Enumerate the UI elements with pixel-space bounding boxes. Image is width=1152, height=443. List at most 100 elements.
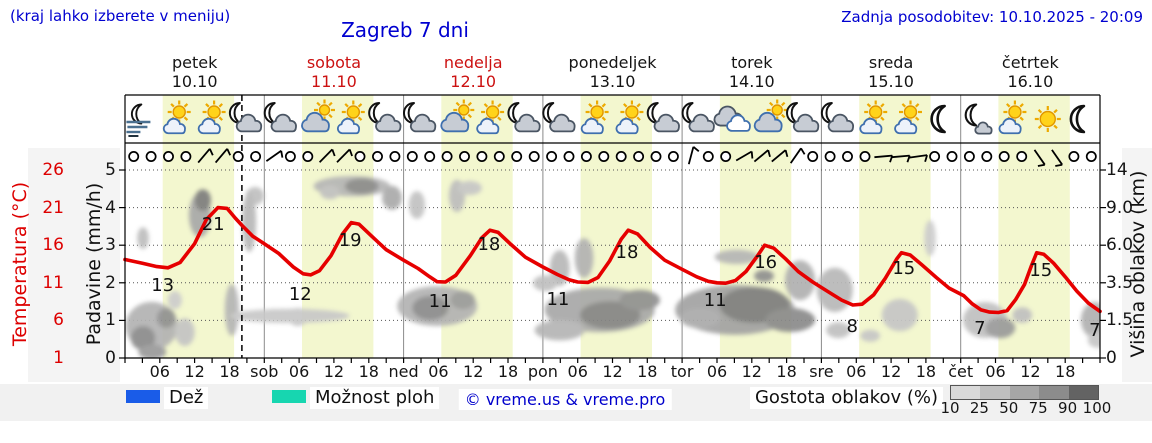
wind-calm-icon: [163, 151, 174, 162]
wind-calm-icon: [859, 151, 871, 162]
wind-calm-icon: [511, 151, 523, 162]
moon-icon: [930, 104, 946, 134]
sun-cloud-icon: [998, 100, 1027, 135]
showers-legend-label: Možnost ploh: [310, 387, 440, 409]
wind-barbs-row: [128, 146, 1097, 167]
density-tick: 10: [940, 399, 960, 417]
moon-cloud-icon: [228, 102, 263, 133]
cloud-density-gradient: [950, 385, 1099, 400]
day-date: 13.10: [589, 72, 636, 91]
wind-calm-icon: [1068, 151, 1080, 162]
gridlines: [125, 169, 1100, 321]
wind-barb-icon: [336, 148, 353, 163]
wind-barb-icon: [265, 150, 284, 162]
moon-cloud-icon: [786, 102, 820, 133]
wind-calm-icon: [302, 151, 314, 162]
sun-cloud-icon: [615, 100, 644, 135]
plot-frame: [119, 94, 1106, 363]
temperature-curve: [123, 205, 1102, 315]
moon-cloud-icon: [646, 102, 680, 133]
day-name: sreda: [868, 53, 914, 72]
density-gradient-segment: [951, 386, 981, 399]
cloud-height-tick: 0: [1106, 348, 1117, 368]
wind-calm-icon: [633, 151, 645, 162]
svg-text:12: 12: [289, 284, 312, 305]
svg-text:18: 18: [477, 234, 500, 255]
moon-cloud-icon: [263, 102, 297, 133]
temp-tick: 26: [42, 160, 64, 180]
wind-barb-icon: [318, 148, 336, 163]
day-date: 16.10: [1007, 72, 1054, 91]
day-date: 11.10: [311, 72, 357, 91]
wind-barb-icon: [197, 148, 214, 164]
svg-text:7: 7: [1089, 320, 1100, 341]
temp-tick: 1: [53, 348, 64, 368]
day-name: sobota: [306, 53, 361, 72]
cloud-icon: [713, 105, 751, 132]
wind-calm-icon: [580, 151, 592, 162]
svg-text:11: 11: [546, 289, 569, 310]
density-tick: 50: [999, 399, 1019, 417]
day-date: 14.10: [728, 72, 775, 91]
x-hour-label: 12: [1020, 362, 1041, 381]
wind-calm-icon: [842, 151, 853, 162]
wind-calm-icon: [615, 151, 627, 162]
weather-icons-row: [126, 99, 1086, 137]
wind-calm-icon: [406, 151, 418, 162]
wind-barb-icon: [753, 149, 771, 163]
wind-calm-icon: [702, 151, 714, 162]
precip-tick: 0: [105, 348, 116, 368]
wind-calm-icon: [1016, 151, 1028, 162]
svg-text:11: 11: [429, 291, 452, 312]
wind-barb-icon: [735, 150, 754, 162]
x-hour-label: 12: [602, 362, 623, 381]
density-tick: 75: [1028, 399, 1048, 417]
x-day-label: pon: [527, 362, 558, 381]
density-gradient-segment: [980, 386, 1010, 399]
precip-tick: 3: [105, 235, 116, 256]
wind-calm-icon: [180, 151, 192, 162]
moon-icon: [1069, 104, 1086, 134]
left-margin-panel: [28, 148, 120, 382]
density-gradient-segment: [1009, 386, 1040, 399]
wind-calm-icon: [476, 151, 488, 162]
density-tick: 90: [1058, 399, 1078, 417]
wind-barb-icon: [687, 146, 700, 165]
wind-calm-icon: [824, 151, 836, 162]
day-name: torek: [731, 53, 773, 72]
sun-cloud-icon: [197, 100, 226, 135]
day-name: petek: [171, 53, 218, 72]
precip-tick: 4: [105, 197, 116, 218]
x-hour-label: 12: [184, 362, 205, 381]
fog-moon-icon: [126, 103, 151, 137]
wind-barb-icon: [789, 147, 806, 164]
x-hour-label: 18: [1055, 362, 1076, 381]
temp-tick: 6: [53, 310, 64, 331]
wind-calm-icon: [807, 151, 819, 162]
sun-cloud-icon: [476, 100, 505, 135]
sun-cloud-icon: [336, 100, 365, 135]
wind-calm-icon: [720, 151, 732, 162]
wind-calm-icon: [232, 151, 244, 162]
wind-calm-icon: [372, 151, 383, 162]
x-day-label: sob: [250, 362, 279, 381]
wind-calm-icon: [441, 151, 453, 162]
temp-tick: 16: [42, 235, 64, 256]
temp-tick: 21: [42, 197, 64, 218]
svg-text:11: 11: [704, 290, 727, 311]
precip-tick: 2: [105, 272, 116, 293]
sun-icon: [1034, 106, 1061, 132]
moon-cloud-icon: [368, 102, 402, 133]
day-name: ponedeljek: [568, 53, 657, 72]
moon-cloud-icon: [681, 102, 715, 133]
density-gradient-segment: [1039, 386, 1069, 399]
wind-calm-icon: [650, 151, 662, 162]
page-title: Zagreb 7 dni: [341, 18, 469, 42]
svg-text:7: 7: [974, 318, 985, 339]
copyright-link[interactable]: © vreme.us & vreme.pro: [458, 389, 672, 410]
wind-calm-icon: [250, 151, 262, 162]
location-hint: (kraj lahko izberete v meniju): [10, 7, 231, 25]
sun-cloud-icon: [580, 100, 609, 135]
